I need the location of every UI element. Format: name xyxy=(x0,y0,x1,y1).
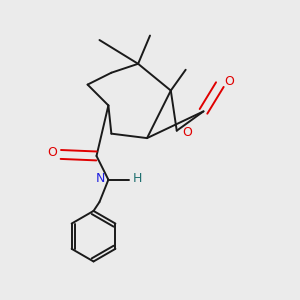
Text: N: N xyxy=(95,172,105,185)
Text: O: O xyxy=(182,126,192,139)
Text: O: O xyxy=(224,75,234,88)
Text: O: O xyxy=(47,146,57,160)
Text: H: H xyxy=(133,172,142,185)
